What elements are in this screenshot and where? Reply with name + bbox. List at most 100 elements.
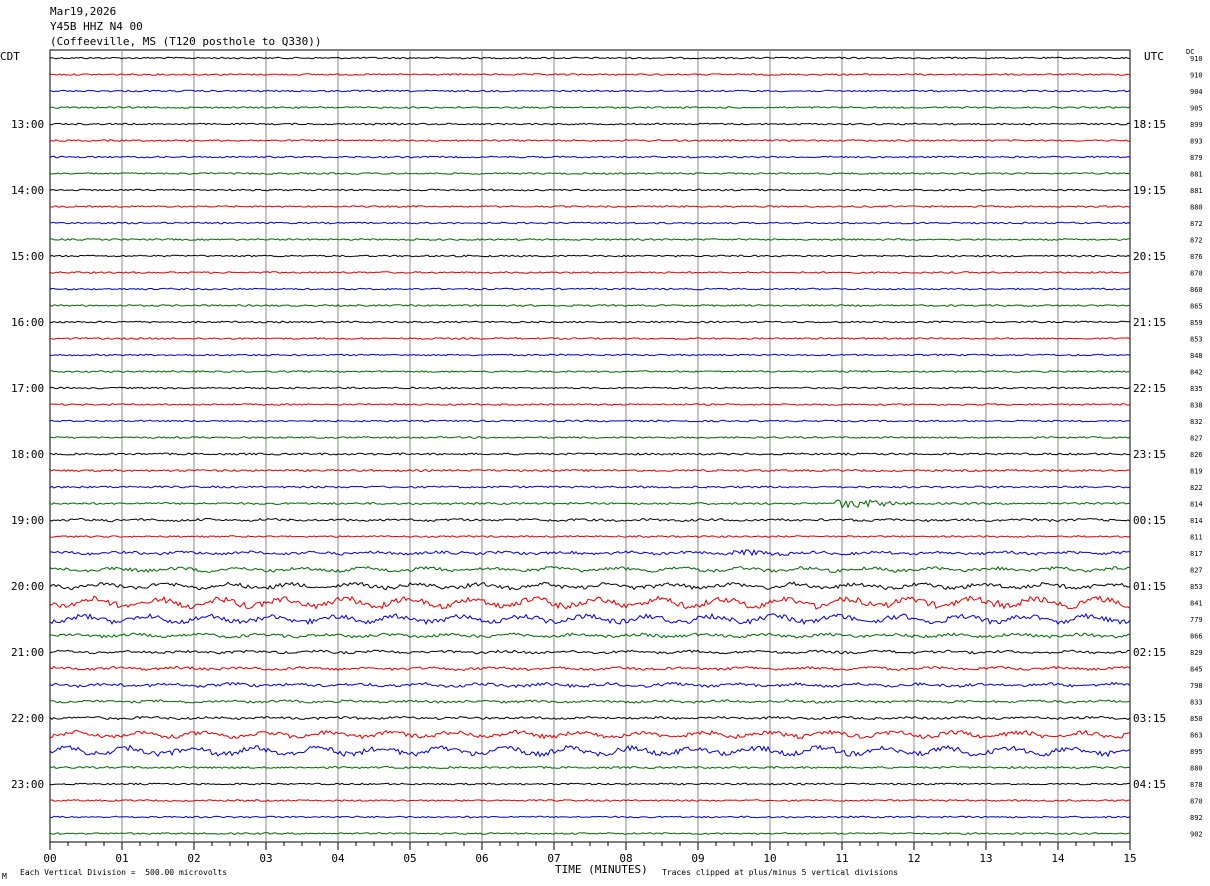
dc-offset-42: 895: [1190, 748, 1203, 756]
x-tick-label-05: 05: [403, 852, 416, 865]
dc-offset-13: 870: [1190, 270, 1203, 278]
dc-offset-2: 904: [1190, 88, 1203, 96]
x-tick-label-08: 08: [619, 852, 632, 865]
dc-offset-30: 817: [1190, 550, 1203, 558]
right-hour-label-5: 23:15: [1133, 448, 1166, 461]
dc-offset-10: 872: [1190, 220, 1203, 228]
trace-11: [49, 238, 1131, 241]
trace-17: [49, 337, 1131, 340]
footer-clip-note: Traces clipped at plus/minus 5 vertical …: [662, 868, 899, 877]
dc-offset-7: 881: [1190, 171, 1203, 179]
right-hour-label-0: 18:15: [1133, 118, 1166, 131]
x-tick-label-07: 07: [547, 852, 560, 865]
left-hour-label-7: 20:00: [11, 580, 44, 593]
trace-27: [49, 499, 1131, 509]
dc-offset-17: 853: [1190, 336, 1203, 344]
trace-33: [49, 595, 1131, 610]
dc-offset-39: 833: [1190, 699, 1203, 707]
dc-offset-1: 910: [1190, 72, 1203, 80]
left-hour-label-8: 21:00: [11, 646, 44, 659]
dc-offset-36: 829: [1190, 649, 1203, 657]
dc-offset-29: 811: [1190, 534, 1203, 542]
trace-35: [49, 632, 1131, 639]
trace-45: [49, 799, 1131, 802]
trace-26: [49, 485, 1131, 489]
header-station: Y45B HHZ N4 00: [50, 20, 143, 33]
trace-group: 910 910 904 905 899 893 879 881 881 880 872 872 876 8…: [49, 55, 1203, 839]
header-date: Mar19,2026: [50, 5, 117, 18]
dc-offset-44: 878: [1190, 781, 1203, 789]
dc-offset-11: 872: [1190, 237, 1203, 245]
right-hour-label-2: 20:15: [1133, 250, 1166, 263]
plot-frame: [49, 49, 1131, 843]
dc-offset-37: 845: [1190, 666, 1203, 674]
dc-offset-34: 779: [1190, 616, 1203, 624]
trace-28: [49, 517, 1131, 523]
dc-offset-8: 881: [1190, 187, 1203, 195]
trace-22: [49, 419, 1131, 423]
dc-offset-0: 910: [1190, 55, 1203, 63]
dc-offset-22: 832: [1190, 418, 1203, 426]
dc-offset-4: 899: [1190, 121, 1203, 129]
x-tick-label-04: 04: [331, 852, 345, 865]
right-hour-label-8: 02:15: [1133, 646, 1166, 659]
axis-labels: 00 01 02 03 04 05 06 07 08 09 10 11 12 13 14 15 13:00 14:…: [11, 118, 1166, 865]
dc-offset-41: 863: [1190, 732, 1203, 740]
right-hour-label-6: 00:15: [1133, 514, 1166, 527]
dc-offset-14: 860: [1190, 286, 1203, 294]
left-timezone-label: CDT: [0, 50, 20, 63]
left-hour-label-4: 17:00: [11, 382, 44, 395]
dc-offset-28: 814: [1190, 517, 1203, 525]
trace-12: [49, 254, 1131, 258]
dc-offset-15: 865: [1190, 303, 1203, 311]
x-axis-ticks: [49, 842, 1131, 850]
trace-32: [49, 581, 1131, 591]
right-hour-label-9: 03:15: [1133, 712, 1166, 725]
trace-41: [49, 729, 1131, 740]
x-tick-label-12: 12: [907, 852, 920, 865]
left-hour-label-6: 19:00: [11, 514, 44, 527]
footer-scale: Each Vertical Division = 500.00 microvol…: [20, 868, 228, 877]
dc-offset-12: 876: [1190, 253, 1203, 261]
left-hour-label-0: 13:00: [11, 118, 44, 131]
trace-30: [49, 548, 1131, 557]
trace-6: [49, 155, 1131, 159]
x-tick-label-06: 06: [475, 852, 488, 865]
trace-14: [49, 287, 1131, 291]
header-location: (Coffeeville, MS (T120 posthole to Q330)…: [50, 35, 322, 48]
trace-34: [49, 612, 1131, 626]
trace-39: [49, 699, 1130, 704]
dc-offset-35: 866: [1190, 633, 1203, 641]
trace-25: [49, 468, 1131, 473]
dc-offset-16: 859: [1190, 319, 1203, 327]
dc-offset-32: 853: [1190, 583, 1203, 591]
footer-mark: M: [2, 872, 7, 881]
x-tick-label-10: 10: [763, 852, 776, 865]
left-hour-label-5: 18:00: [11, 448, 44, 461]
trace-2: [49, 89, 1131, 93]
trace-43: [49, 765, 1131, 770]
trace-20: [49, 386, 1131, 390]
x-tick-label-13: 13: [979, 852, 992, 865]
trace-24: [49, 452, 1131, 456]
x-tick-label-09: 09: [691, 852, 704, 865]
dc-offset-38: 798: [1190, 682, 1203, 690]
trace-38: [49, 681, 1131, 689]
trace-47: [49, 832, 1131, 835]
dc-offset-23: 827: [1190, 435, 1203, 443]
dc-offset-46: 892: [1190, 814, 1203, 822]
trace-15: [49, 304, 1131, 307]
dc-offset-18: 848: [1190, 352, 1203, 360]
x-tick-label-14: 14: [1051, 852, 1065, 865]
x-tick-label-15: 15: [1123, 852, 1136, 865]
trace-10: [50, 221, 1131, 225]
right-hour-label-10: 04:15: [1133, 778, 1166, 791]
dc-offset-19: 842: [1190, 369, 1203, 377]
x-tick-label-02: 02: [187, 852, 200, 865]
trace-46: [49, 815, 1131, 819]
trace-42: [49, 744, 1131, 758]
dc-offset-45: 870: [1190, 798, 1203, 806]
trace-23: [49, 436, 1131, 439]
minute-gridlines: [121, 50, 1059, 842]
